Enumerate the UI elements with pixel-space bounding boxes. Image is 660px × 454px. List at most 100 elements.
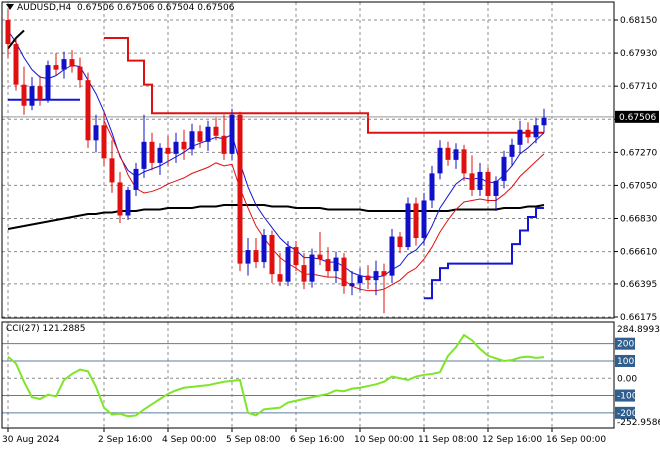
cci-pane	[2, 333, 614, 418]
candle-body	[365, 275, 371, 281]
cci-tick-label: -100	[617, 392, 638, 402]
candle-body	[397, 236, 403, 248]
candle-body	[165, 147, 171, 154]
red-envelope-line	[103, 120, 545, 292]
current-price-tag	[615, 110, 659, 123]
candle-body	[109, 158, 115, 183]
candle-body	[477, 171, 483, 190]
candle-body	[261, 235, 267, 263]
candle-body	[21, 84, 27, 106]
time-tick-label: 30 Aug 2024	[2, 435, 60, 445]
candle-body	[53, 65, 59, 70]
candle-body	[517, 129, 523, 145]
indicator-lines	[2, 29, 614, 300]
candle-body	[373, 271, 379, 281]
candle-body	[301, 265, 307, 282]
candle-body	[189, 131, 195, 150]
main-pane-frame	[1, 1, 615, 319]
time-tick-label: 6 Sep 16:00	[290, 435, 345, 445]
cci-tick-label: 0.00	[617, 374, 637, 384]
candle-body	[541, 117, 547, 126]
candle-body	[317, 254, 323, 260]
candle-body	[237, 114, 243, 264]
candle-body	[157, 147, 163, 163]
candle-body	[29, 86, 35, 106]
price-tick-label: 0.66395	[620, 280, 657, 290]
grid	[2, 2, 614, 428]
ohlc-quote: 0.67506 0.67506 0.67504 0.67506	[77, 3, 235, 13]
candle-body	[469, 173, 475, 190]
candle-body	[45, 65, 51, 100]
candle-body	[525, 129, 531, 138]
candle-body	[85, 80, 91, 141]
time-tick-label: 12 Sep 16:00	[482, 435, 542, 445]
candle-body	[461, 149, 467, 174]
candle-body	[93, 125, 99, 141]
dropdown-triangle-icon[interactable]	[6, 4, 14, 10]
candle-body	[325, 259, 331, 272]
candle-body	[445, 147, 451, 160]
cci-tick-label: -200	[617, 409, 638, 419]
candle-body	[269, 235, 275, 275]
price-tick-label: 0.68150	[620, 16, 657, 26]
candle-body	[229, 114, 235, 154]
candle-body	[69, 59, 75, 67]
black-moving-average	[7, 203, 545, 231]
candle-body	[357, 275, 363, 284]
price-tick-label: 0.66175	[620, 313, 657, 323]
candle-body	[141, 141, 147, 169]
price-tick-label: 0.67930	[620, 49, 657, 59]
price-tick-label: 0.66610	[620, 248, 657, 258]
price-tick-label: 0.67050	[620, 181, 657, 191]
candle-body	[245, 250, 251, 264]
candles	[5, 9, 547, 314]
price-tick-label: 0.66830	[620, 215, 657, 225]
cci-tick-label: -252.9586	[617, 418, 660, 428]
candle-body	[173, 141, 179, 154]
candle-body	[413, 203, 419, 239]
candle-body	[493, 180, 499, 196]
candle-body	[509, 144, 515, 157]
time-tick-label: 16 Sep 00:00	[546, 435, 606, 445]
cci-header: CCI(27) 121.2885	[6, 324, 86, 334]
symbol-label: AUDUSD,H4	[17, 3, 72, 13]
time-tick-label: 10 Sep 00:00	[354, 435, 414, 445]
candle-body	[341, 257, 347, 287]
candle-body	[349, 283, 355, 287]
candle-body	[101, 125, 107, 159]
time-tick-label: 5 Sep 08:00	[226, 435, 281, 445]
candle-body	[125, 189, 131, 216]
candle-body	[37, 86, 43, 100]
cci-level-tag	[615, 337, 635, 350]
candle-body	[5, 20, 11, 45]
cci-pane-frame	[1, 321, 615, 429]
candle-body	[429, 173, 435, 201]
candle-body	[293, 247, 299, 266]
candle-body	[485, 171, 491, 196]
red-step-line	[104, 37, 544, 134]
candle-body	[213, 126, 219, 136]
price-tick-label: 0.67270	[620, 148, 657, 158]
candle-body	[133, 168, 139, 190]
blue-fast-line	[7, 30, 545, 278]
time-tick-label: 2 Sep 16:00	[98, 435, 153, 445]
candle-body	[453, 149, 459, 160]
candle-body	[221, 135, 227, 154]
candle-body	[309, 254, 315, 282]
cci-tick-label: 284.8993	[617, 325, 660, 335]
candle-body	[13, 44, 19, 85]
cci-line	[7, 333, 545, 418]
time-tick-label: 11 Sep 08:00	[418, 435, 478, 445]
cci-level-tag	[615, 354, 635, 367]
candle-body	[381, 271, 387, 276]
candle-body	[405, 203, 411, 248]
blue-support-line	[8, 98, 544, 300]
cci-level-tag	[615, 406, 635, 419]
cci-tick-label: 200	[617, 340, 634, 350]
time-tick-label: 4 Sep 00:00	[162, 435, 217, 445]
candle-body	[533, 125, 539, 138]
candle-body	[149, 141, 155, 163]
candle-body	[285, 247, 291, 282]
